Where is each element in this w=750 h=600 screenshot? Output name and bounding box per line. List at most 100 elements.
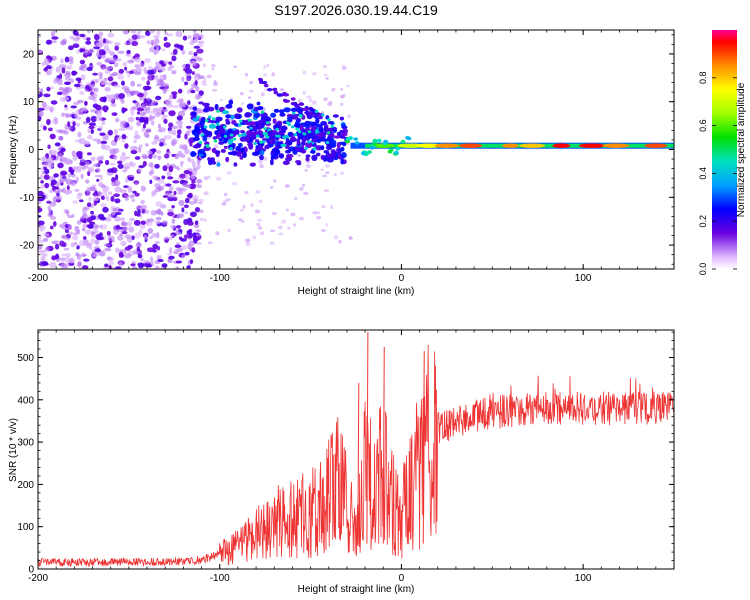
noise-blob: [162, 87, 167, 94]
carrier-hotspot: [502, 143, 519, 148]
noise-blob: [194, 207, 201, 213]
noise-blob: [47, 164, 55, 168]
noise-blob: [92, 192, 99, 197]
faint-blob: [263, 65, 267, 69]
chirp-core: [264, 134, 269, 138]
noise-blob: [46, 118, 51, 126]
noise-blob: [87, 48, 95, 54]
noise-blob: [68, 169, 75, 173]
faint-blob: [325, 171, 330, 175]
noise-blob: [177, 213, 185, 219]
carrier-wobble: [383, 139, 389, 144]
noise-blob: [59, 223, 64, 229]
noise-blob: [106, 172, 113, 176]
carrier-hotspot: [415, 143, 442, 148]
chirp-core: [295, 127, 299, 131]
noise-blob: [155, 216, 162, 221]
noise-blob: [179, 161, 184, 168]
chirp-blob: [341, 123, 346, 127]
noise-blob: [129, 125, 134, 131]
noise-blob: [127, 176, 134, 181]
noise-blob: [68, 166, 72, 170]
noise-blob: [124, 143, 129, 149]
colorbar-label: Normalized spectral amplitude: [736, 82, 747, 217]
chirp-core: [207, 115, 212, 119]
noise-blob: [41, 194, 46, 200]
noise-blob: [53, 77, 59, 84]
noise-blob: [178, 199, 185, 207]
noise-blob: [181, 76, 185, 83]
noise-blob: [154, 220, 161, 225]
noise-blob: [67, 223, 72, 230]
chirp-core: [206, 145, 210, 148]
noise-blob: [117, 75, 125, 80]
noise-blob: [189, 211, 197, 218]
chirp-blob: [272, 118, 277, 124]
noise-blob: [63, 247, 70, 251]
noise-blob: [62, 242, 67, 248]
noise-blob: [168, 129, 175, 135]
noise-blob: [126, 221, 132, 227]
faint-blob: [317, 211, 321, 215]
chirp-streak: [283, 98, 288, 103]
noise-blob: [128, 70, 134, 75]
noise-blob: [175, 266, 180, 269]
noise-blob: [138, 144, 143, 149]
noise-blob: [60, 40, 66, 46]
faint-blob: [311, 100, 317, 105]
faint-blob: [273, 178, 277, 183]
noise-blob: [123, 194, 129, 198]
noise-blob: [180, 245, 188, 250]
noise-blob: [161, 263, 168, 268]
noise-blob: [190, 90, 196, 94]
faint-blob: [308, 98, 312, 103]
faint-blob: [220, 98, 223, 102]
carrier-wobble: [369, 146, 375, 150]
noise-blob: [149, 235, 153, 240]
noise-blob: [76, 256, 82, 261]
faint-blob: [302, 70, 307, 75]
faint-blob: [199, 217, 204, 221]
spectrogram-x-tick-label: -200: [28, 273, 48, 284]
noise-blob: [131, 198, 136, 202]
noise-blob: [98, 250, 106, 257]
noise-blob: [146, 80, 150, 86]
noise-blob: [169, 64, 174, 69]
chirp-core: [314, 110, 319, 113]
chirp-blob: [325, 127, 332, 133]
noise-blob: [78, 112, 85, 115]
noise-blob: [50, 182, 55, 187]
noise-blob: [126, 49, 131, 54]
noise-blob: [118, 93, 126, 99]
noise-blob: [74, 189, 80, 192]
noise-blob: [94, 87, 99, 93]
faint-blob: [254, 209, 261, 214]
chirp-blob: [330, 153, 337, 160]
noise-blob: [48, 213, 53, 217]
faint-blob: [340, 171, 344, 175]
noise-blob: [75, 77, 82, 82]
noise-blob: [181, 101, 186, 108]
chirp-blob: [260, 150, 265, 156]
faint-blob: [203, 218, 207, 222]
faint-blob: [257, 160, 263, 164]
noise-blob: [90, 128, 95, 134]
noise-blob: [70, 242, 76, 248]
noise-blob: [44, 168, 50, 174]
noise-blob: [150, 256, 154, 263]
chirp-streak: [282, 93, 290, 97]
chirp-blob: [304, 124, 310, 129]
noise-blob: [185, 68, 193, 75]
chirp-blob: [253, 106, 259, 112]
noise-blob: [109, 162, 116, 166]
noise-blob: [131, 40, 139, 47]
chirp-blob: [222, 139, 228, 144]
noise-blob: [185, 63, 191, 70]
noise-blob: [153, 34, 160, 39]
noise-blob: [150, 261, 155, 266]
faint-blob: [244, 190, 249, 195]
faint-blob: [311, 72, 317, 76]
noise-blob: [158, 66, 166, 72]
noise-blob: [155, 65, 160, 70]
noise-blob: [148, 115, 154, 121]
